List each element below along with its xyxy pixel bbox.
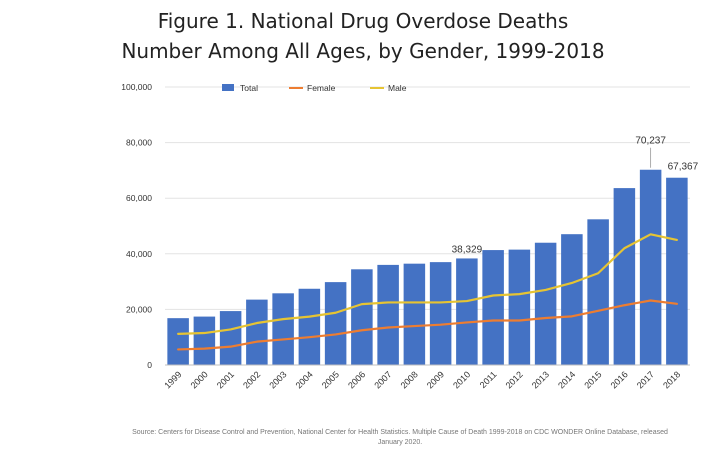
x-tick-label: 2016 — [609, 369, 630, 390]
bar-total — [534, 242, 557, 365]
legend-label-male: Male — [388, 83, 407, 93]
x-tick-label: 2004 — [294, 369, 315, 390]
chart-subtitle: Number Among All Ages, by Gender, 1999-2… — [121, 39, 605, 63]
bar-total — [456, 258, 478, 365]
bar-total — [403, 263, 426, 365]
legend-label-female: Female — [307, 83, 336, 93]
x-tick-label: 2001 — [215, 369, 236, 390]
y-tick-label: 60,000 — [126, 193, 152, 203]
y-tick-label: 0 — [147, 360, 152, 370]
bar-total — [351, 269, 373, 365]
x-tick-label: 2011 — [478, 369, 499, 390]
legend-label-total: Total — [240, 83, 258, 93]
data-label: 70,237 — [635, 136, 666, 147]
y-tick-label: 20,000 — [126, 304, 152, 314]
x-tick-label: 2013 — [530, 369, 551, 390]
bar-total — [377, 264, 399, 365]
bar-total — [482, 250, 504, 365]
chart-title-line1: Figure 1. National Drug Overdose Deaths — [157, 9, 569, 33]
y-tick-label: 100,000 — [121, 82, 152, 92]
data-label: 67,367 — [668, 162, 699, 173]
x-tick-label: 2006 — [346, 369, 367, 390]
x-tick-label: 2003 — [267, 369, 288, 390]
bar-total — [639, 169, 662, 365]
bar-total — [508, 249, 531, 365]
x-tick-label: 2000 — [189, 369, 210, 390]
x-tick-label: 2017 — [635, 369, 656, 390]
bar-total — [193, 316, 216, 365]
bar-total — [324, 282, 347, 365]
x-tick-label: 2018 — [661, 369, 682, 390]
x-tick-label: 2007 — [372, 369, 393, 390]
data-label: 38,329 — [452, 244, 483, 255]
x-tick-label: 1999 — [162, 369, 183, 390]
bar-total — [429, 262, 452, 365]
x-tick-label: 2009 — [425, 369, 446, 390]
chart-title: Figure 1. National Drug Overdose Deaths … — [0, 6, 726, 66]
line-female — [177, 299, 678, 351]
bar-total — [561, 234, 583, 365]
bar-total — [587, 219, 609, 365]
line-male — [177, 233, 678, 335]
x-tick-label: 2012 — [504, 369, 525, 390]
x-tick-label: 2005 — [320, 369, 341, 390]
source-note: Source: Centers for Disease Control and … — [132, 429, 668, 446]
bar-total — [298, 288, 321, 365]
x-tick-label: 2002 — [241, 369, 262, 390]
bar-total — [219, 311, 242, 365]
x-tick-label: 2008 — [399, 369, 420, 390]
x-tick-label: 2015 — [582, 369, 603, 390]
legend-swatch-total — [222, 84, 234, 91]
bar-total — [246, 299, 268, 365]
x-tick-label: 2010 — [451, 369, 472, 390]
x-tick-label: 2014 — [556, 369, 577, 390]
y-tick-label: 40,000 — [126, 249, 152, 259]
bar-total — [167, 318, 189, 365]
y-tick-label: 80,000 — [126, 138, 152, 148]
bar-total — [666, 177, 688, 365]
bar-total — [613, 188, 636, 365]
bar-total — [272, 293, 294, 365]
